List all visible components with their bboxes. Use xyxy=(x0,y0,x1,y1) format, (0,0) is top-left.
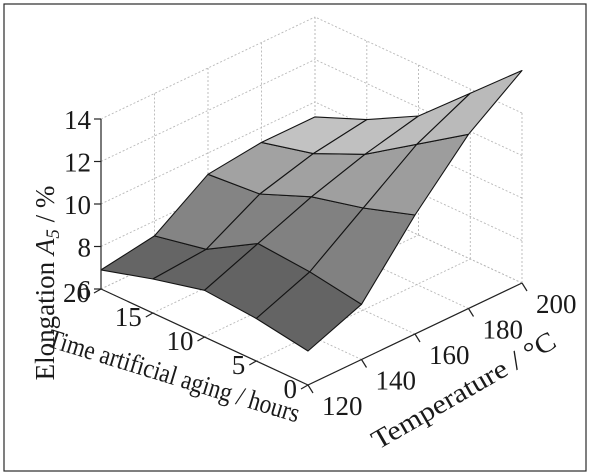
z-tick-label: 6 xyxy=(78,275,92,305)
y-tick-mark xyxy=(197,336,205,342)
x-tick-label: 180 xyxy=(483,315,524,345)
tick-labels: 120 140 160 180 200 0 5 10 15 206 8 10 12 14 xyxy=(63,105,577,421)
z-tick-label: 10 xyxy=(64,190,91,220)
y-tick-mark xyxy=(145,312,154,318)
y-tick-mark xyxy=(249,360,257,366)
z-tick-label: 8 xyxy=(78,233,92,263)
x-tick-mark xyxy=(467,308,475,317)
back-wall-grid-line xyxy=(100,101,316,205)
outer-border xyxy=(3,3,587,472)
x-tick-label: 160 xyxy=(429,340,470,370)
y-tick-label: 0 xyxy=(284,374,298,404)
z-axis-label: Elongation A5 / % xyxy=(30,186,64,381)
x-tick-mark xyxy=(414,333,421,343)
y-tick-mark xyxy=(300,384,309,390)
y-tick-label: 15 xyxy=(115,302,142,332)
back-wall-grid-line xyxy=(100,16,316,120)
back-wall-grid-line xyxy=(100,59,316,162)
x-tick-mark xyxy=(521,282,528,292)
x-tick-label: 140 xyxy=(376,366,417,396)
z-tick-label: 14 xyxy=(64,105,92,135)
y-tick-label: 20 xyxy=(63,278,90,308)
x-tick-mark xyxy=(360,359,368,368)
surface xyxy=(100,69,523,352)
surface-patch xyxy=(416,69,523,145)
z-tick-label: 12 xyxy=(64,148,91,178)
x-tick-label: 200 xyxy=(536,289,577,319)
box-edges xyxy=(93,118,528,394)
y-tick-label: 10 xyxy=(167,326,194,356)
x-tick-mark xyxy=(307,384,314,394)
x-tick-label: 120 xyxy=(322,391,363,421)
floor-grid-line xyxy=(256,258,471,362)
y-tick-label: 5 xyxy=(232,350,246,380)
y-tick-mark xyxy=(93,288,102,294)
